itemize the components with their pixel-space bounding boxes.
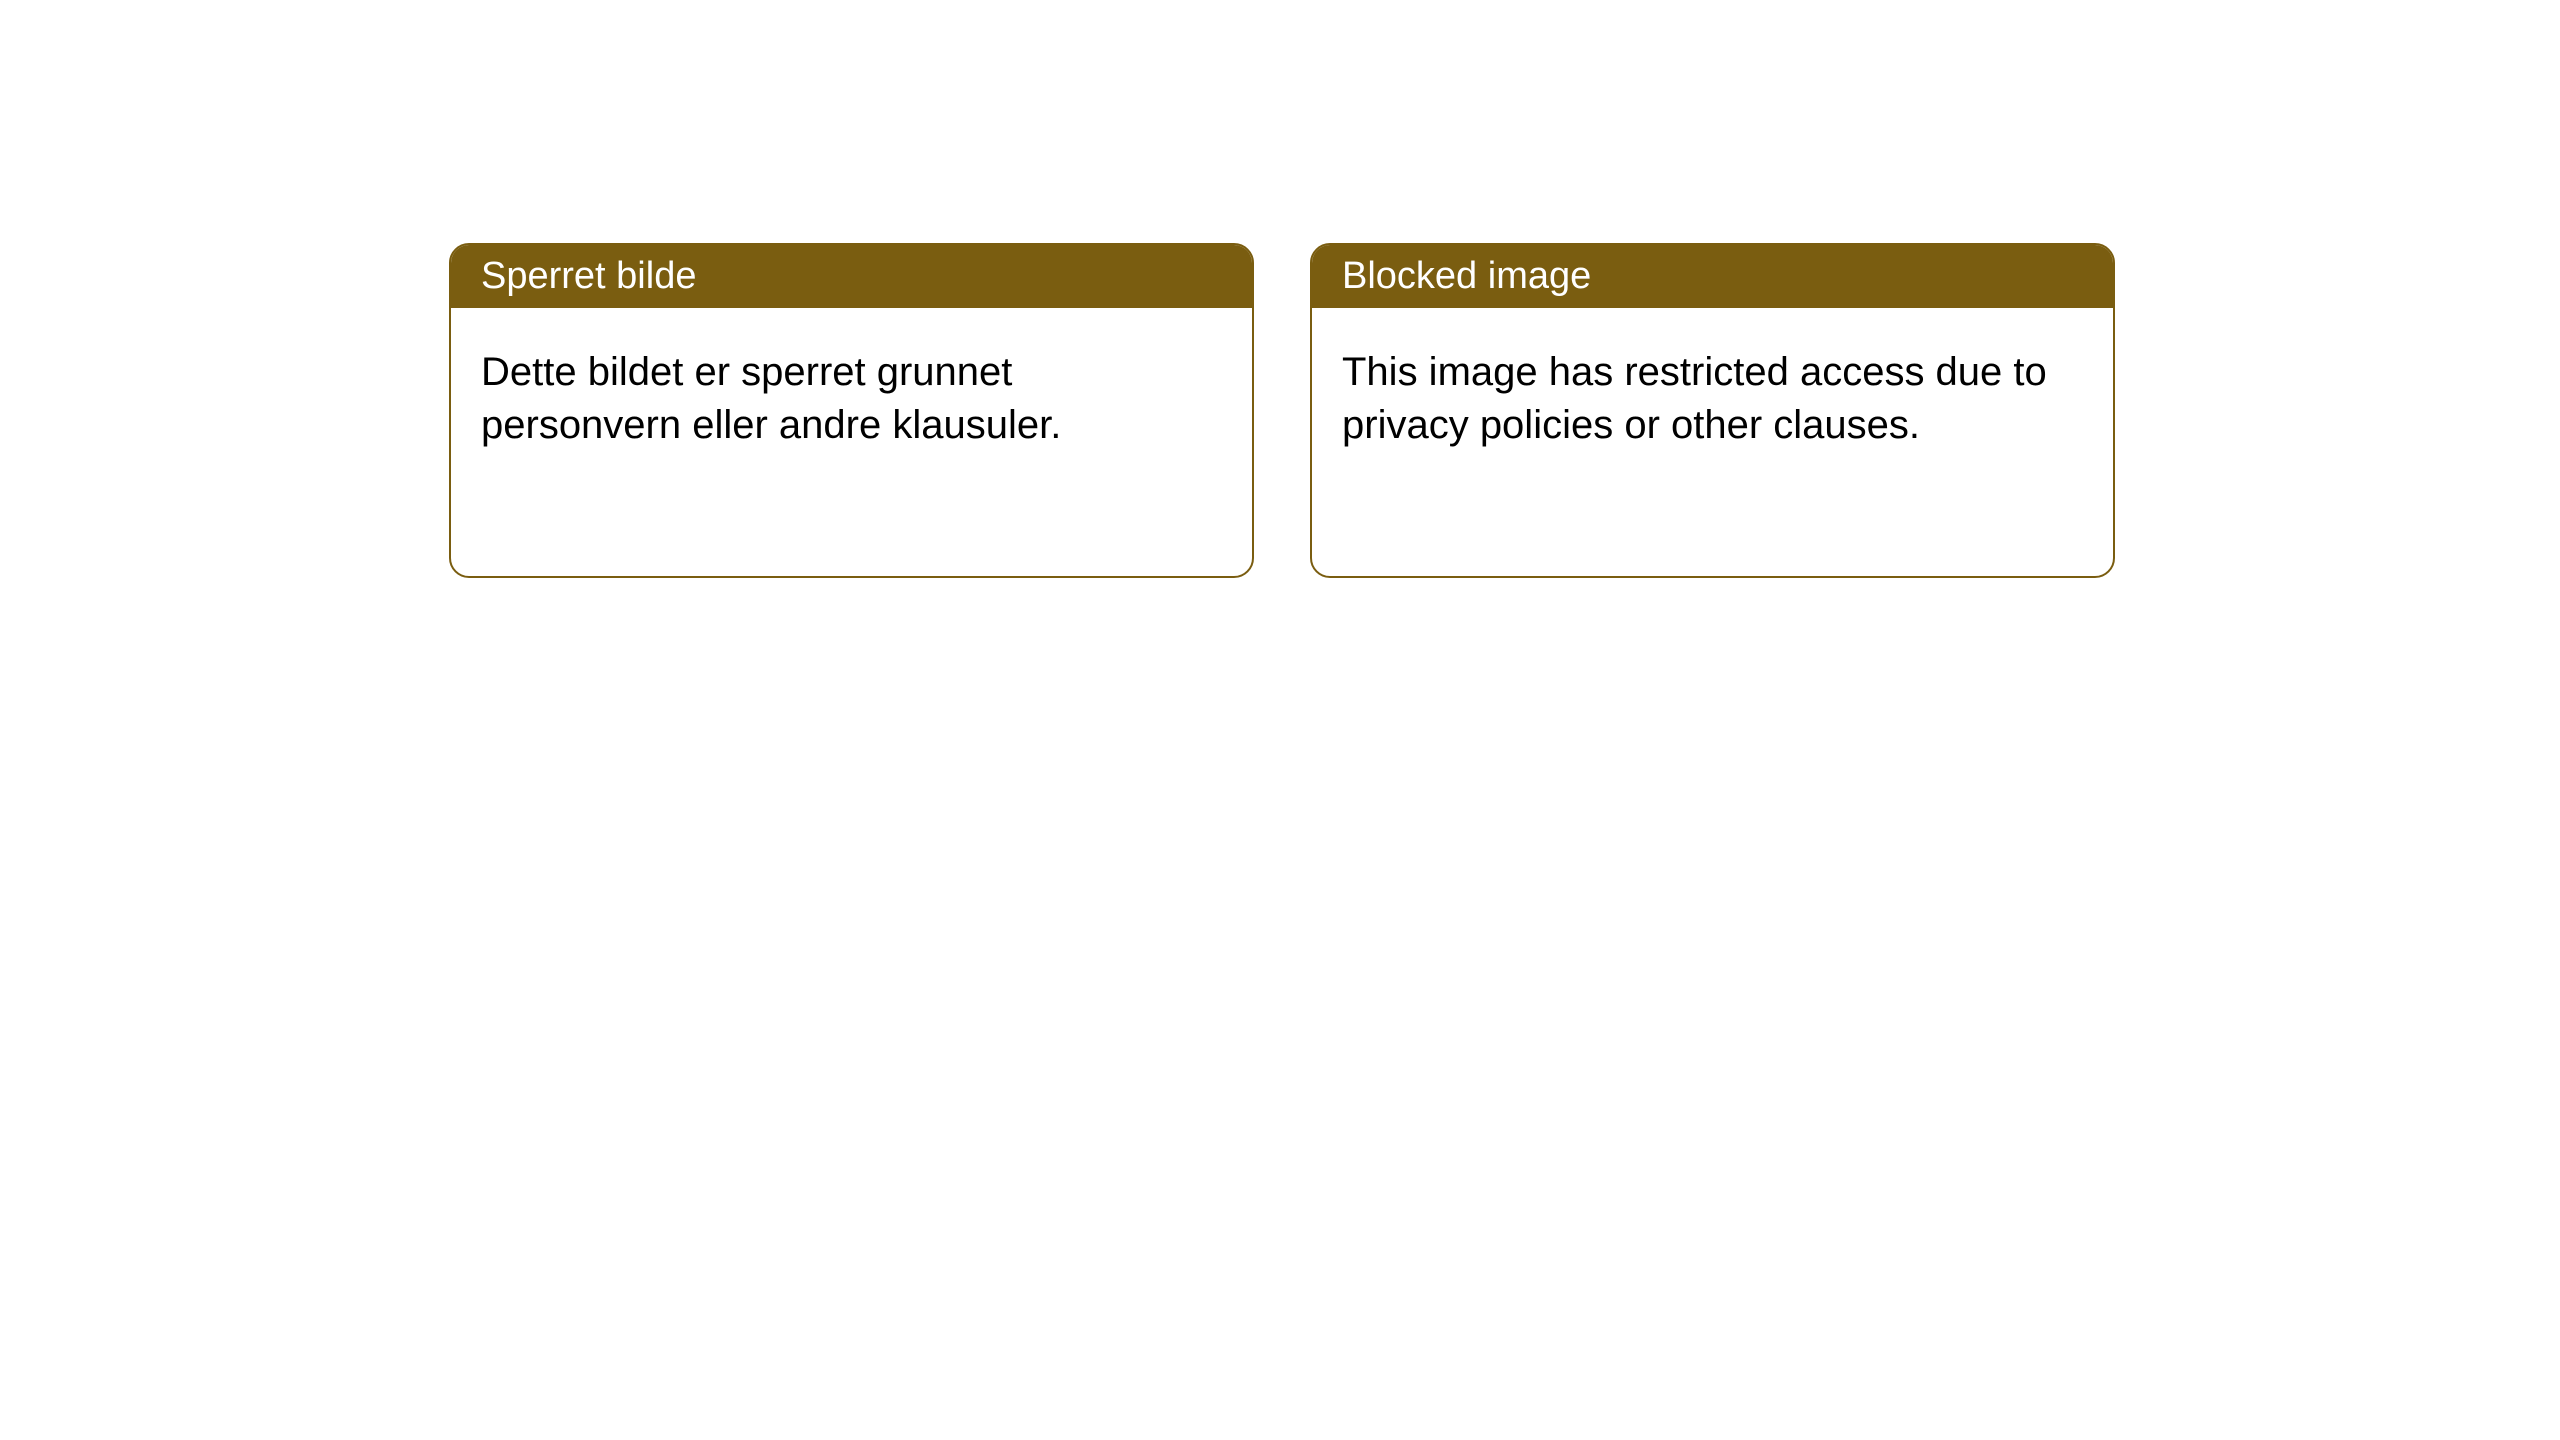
notice-card-norwegian: Sperret bilde Dette bildet er sperret gr… bbox=[449, 243, 1254, 578]
notice-card-body: Dette bildet er sperret grunnet personve… bbox=[451, 308, 1252, 490]
notice-card-header: Sperret bilde bbox=[451, 245, 1252, 308]
notice-card-body: This image has restricted access due to … bbox=[1312, 308, 2113, 490]
notice-cards-container: Sperret bilde Dette bildet er sperret gr… bbox=[0, 0, 2560, 578]
notice-card-english: Blocked image This image has restricted … bbox=[1310, 243, 2115, 578]
notice-card-header: Blocked image bbox=[1312, 245, 2113, 308]
